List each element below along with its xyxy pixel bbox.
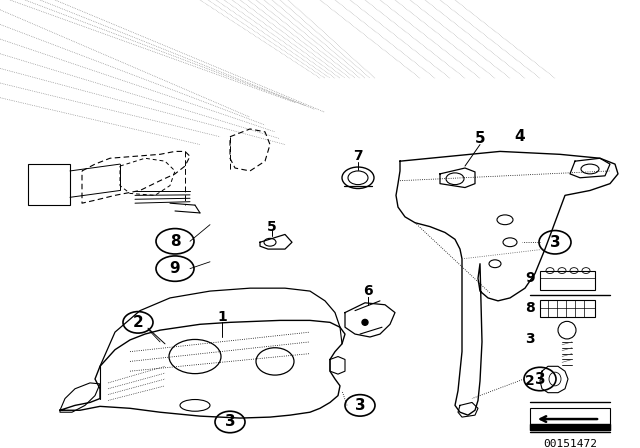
Text: 3: 3 [225, 414, 236, 430]
Text: 7: 7 [353, 149, 363, 163]
Text: 9: 9 [170, 261, 180, 276]
Ellipse shape [156, 256, 194, 281]
Text: 8: 8 [170, 234, 180, 249]
Ellipse shape [345, 395, 375, 416]
Ellipse shape [156, 228, 194, 254]
Ellipse shape [123, 312, 153, 333]
Text: 2: 2 [525, 374, 535, 388]
Text: 9: 9 [525, 271, 535, 285]
Circle shape [362, 319, 368, 325]
Text: 3: 3 [355, 398, 365, 413]
Ellipse shape [539, 231, 571, 254]
Text: 4: 4 [515, 129, 525, 144]
Text: 3: 3 [525, 332, 535, 346]
Text: 3: 3 [534, 371, 545, 387]
Text: 6: 6 [363, 284, 373, 298]
Text: 1: 1 [217, 310, 227, 324]
Text: 8: 8 [525, 301, 535, 314]
Ellipse shape [524, 367, 556, 391]
Text: 5: 5 [267, 220, 277, 233]
Text: 00151472: 00151472 [543, 439, 597, 448]
Text: 5: 5 [475, 131, 485, 146]
Text: 2: 2 [132, 315, 143, 330]
Ellipse shape [215, 411, 245, 433]
Polygon shape [530, 424, 610, 430]
Text: 3: 3 [550, 235, 560, 250]
